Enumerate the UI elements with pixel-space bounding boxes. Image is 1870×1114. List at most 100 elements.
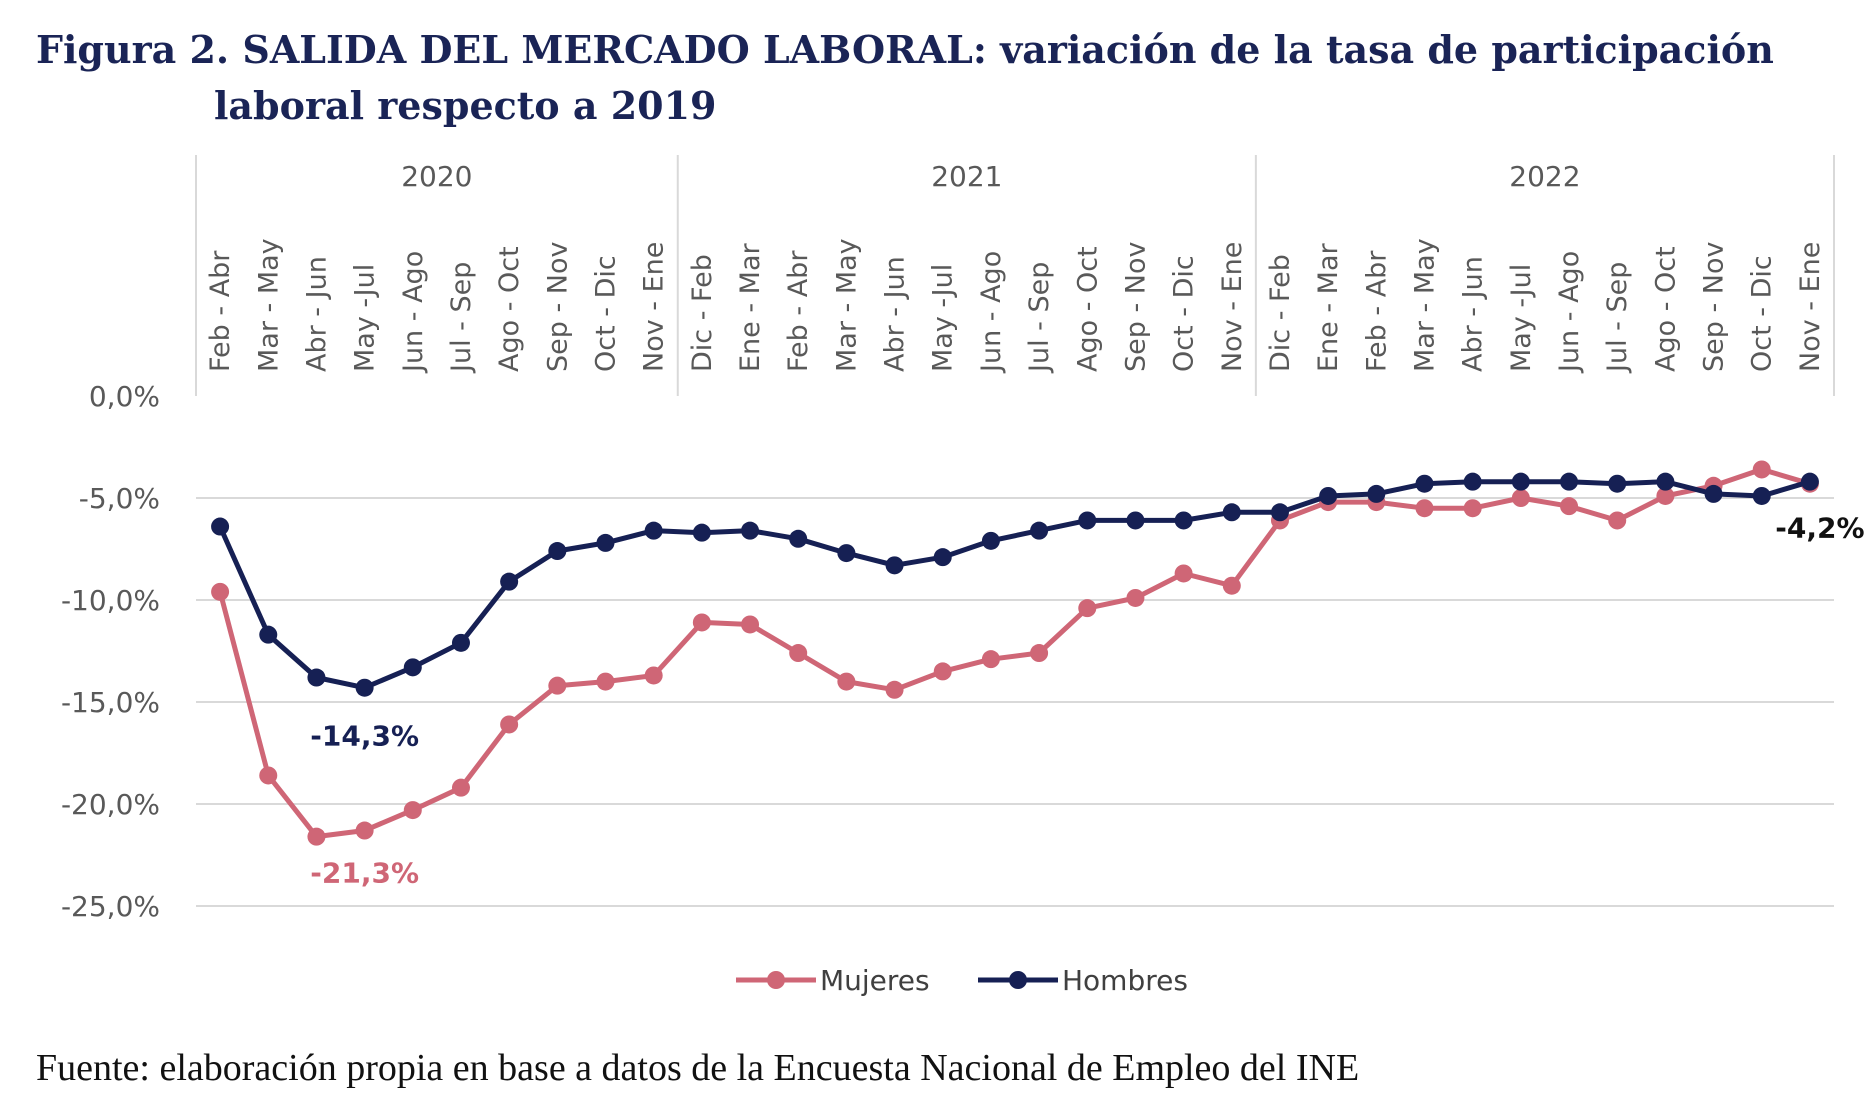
legend: Mujeres Hombres	[736, 964, 1188, 997]
x-tick-label: Sep - Nov	[1120, 241, 1151, 372]
data-point-mujeres	[403, 801, 422, 820]
x-tick-label: Nov - Ene	[1795, 242, 1826, 372]
x-tick-label: Feb - Abr	[1361, 250, 1392, 372]
year-label: 2020	[401, 160, 472, 193]
data-point-mujeres	[1415, 499, 1434, 518]
data-point-hombres	[1319, 486, 1338, 505]
x-tick-label: Jul - Sep	[1024, 262, 1055, 374]
x-tick-label: Nov - Ene	[639, 242, 670, 372]
data-point-mujeres	[1463, 499, 1482, 518]
data-point-hombres	[741, 521, 760, 540]
data-point-mujeres	[1656, 486, 1675, 505]
data-point-hombres	[1463, 472, 1482, 491]
data-point-hombres	[211, 517, 230, 536]
y-tick-label: -5,0%	[79, 482, 160, 515]
data-point-hombres	[1367, 484, 1386, 503]
y-gridlines	[196, 497, 1834, 907]
x-tick-label: Jul - Sep	[446, 262, 477, 374]
x-tick-label: Nov - Ene	[1217, 242, 1248, 372]
data-point-hombres	[1415, 474, 1434, 493]
y-axis-tick-labels: 0,0% -5,0% -10,0% -15,0% -20,0% -25,0%	[61, 380, 160, 923]
data-point-mujeres	[1222, 576, 1241, 595]
data-point-mujeres	[644, 666, 663, 685]
x-tick-label: May -Jul	[928, 264, 959, 372]
x-tick-label: Mar - May	[253, 238, 284, 372]
x-tick-label: Jul - Sep	[1602, 262, 1633, 374]
data-point-mujeres	[1174, 564, 1193, 583]
x-tick-label: Ago - Oct	[494, 246, 525, 372]
x-tick-label: Oct - Dic	[1747, 255, 1778, 372]
data-point-mujeres	[259, 766, 278, 785]
data-point-mujeres	[500, 715, 519, 734]
y-tick-label: -20,0%	[61, 788, 160, 821]
data-point-hombres	[885, 556, 904, 575]
data-point-mujeres	[885, 680, 904, 699]
x-tick-label: Ene - Mar	[735, 242, 766, 372]
data-point-mujeres	[789, 644, 808, 663]
x-tick-label: Jun - Ago	[1554, 251, 1585, 374]
line-chart: 0,0%-5,0%-10,0%-15,0%-20,0%-25,0% 2020 20…	[61, 155, 1865, 997]
legend-label: Hombres	[1062, 964, 1188, 997]
data-point-mujeres	[1030, 644, 1049, 663]
data-point-hombres	[355, 678, 374, 697]
data-label: -4,2%	[1775, 512, 1864, 545]
x-tick-label: Mar - May	[831, 238, 862, 372]
data-point-mujeres	[451, 778, 470, 797]
data-point-hombres	[1174, 511, 1193, 530]
data-point-hombres	[644, 521, 663, 540]
y-tick-label: -10,0%	[61, 584, 160, 617]
series-line-mujeres	[217, 466, 1811, 840]
x-tick-label: Abr - Jun	[301, 256, 332, 372]
x-tick-label: Sep - Nov	[1699, 241, 1730, 372]
data-point-mujeres	[741, 615, 760, 634]
x-tick-label: Jun - Ago	[976, 251, 1007, 374]
data-point-hombres	[1656, 472, 1675, 491]
x-tick-label: May -Jul	[350, 264, 381, 372]
data-point-hombres	[1078, 511, 1097, 530]
chart-title: Figura 2. SALIDA DEL MERCADO LABORAL: va…	[36, 22, 1836, 134]
data-point-hombres	[1126, 511, 1145, 530]
data-point-hombres	[1030, 521, 1049, 540]
x-tick-label: May -Jul	[1506, 264, 1537, 372]
x-axis-header: 2020 2021 2022 Feb - Abr Mar - May Abr - Jun M…	[195, 155, 1835, 396]
legend-swatch-marker	[767, 971, 785, 989]
data-point-hombres	[1752, 486, 1771, 505]
data-point-hombres	[548, 542, 567, 561]
x-tick-label: Oct - Dic	[1169, 255, 1200, 372]
data-point-hombres	[596, 533, 615, 552]
year-label: 2021	[931, 160, 1002, 193]
x-tick-label: Ago - Oct	[1072, 246, 1103, 372]
x-tick-label: Feb - Abr	[205, 250, 236, 372]
source-label: Fuente:	[36, 1047, 150, 1089]
data-point-mujeres	[596, 672, 615, 691]
data-point-mujeres	[307, 827, 326, 846]
data-point-mujeres	[1752, 460, 1771, 479]
x-tick-label: Ago - Oct	[1650, 246, 1681, 372]
data-point-mujeres	[692, 613, 711, 632]
data-point-hombres	[1270, 503, 1289, 522]
data-point-hombres	[933, 548, 952, 567]
x-tick-label: Dic - Feb	[1265, 254, 1296, 372]
x-tick-label: Mar - May	[1410, 238, 1441, 372]
data-point-hombres	[307, 668, 326, 687]
data-label: -14,3%	[310, 720, 419, 753]
data-point-mujeres	[981, 650, 1000, 669]
data-point-hombres	[1800, 472, 1819, 491]
year-label: 2022	[1509, 160, 1580, 193]
data-point-hombres	[403, 658, 422, 677]
x-tick-label: Oct - Dic	[591, 255, 622, 372]
data-point-hombres	[789, 529, 808, 548]
data-point-hombres	[259, 625, 278, 644]
x-tick-label: Abr - Jun	[880, 256, 911, 372]
data-point-mujeres	[1511, 489, 1530, 507]
data-point-hombres	[1560, 472, 1579, 491]
data-point-mujeres	[548, 676, 567, 695]
data-point-mujeres	[1560, 497, 1579, 516]
x-tick-label: Ene - Mar	[1313, 242, 1344, 372]
data-point-hombres	[1704, 484, 1723, 503]
y-tick-label: -25,0%	[61, 890, 160, 923]
title-line-2: laboral respecto a 2019	[214, 83, 717, 128]
data-point-hombres	[692, 523, 711, 542]
data-point-mujeres	[1608, 511, 1627, 530]
data-point-mujeres	[837, 672, 856, 691]
